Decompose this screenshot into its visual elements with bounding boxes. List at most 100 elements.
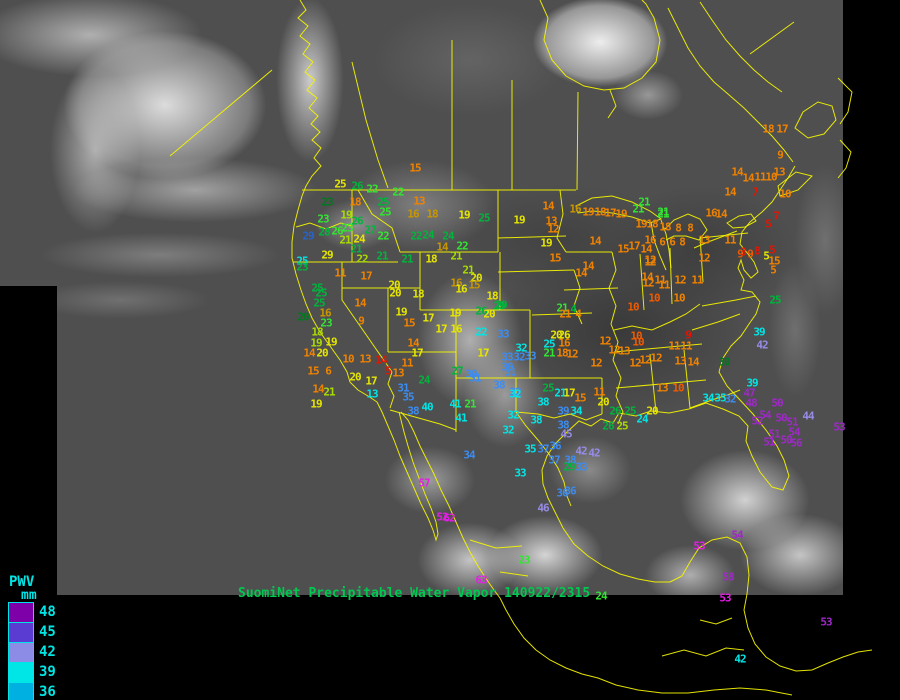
station-value: 19 — [458, 208, 470, 222]
station-value: 21 — [554, 386, 566, 400]
station-value: 32 — [513, 350, 525, 364]
station-value: 41 — [449, 397, 461, 411]
station-value: 25 — [334, 177, 346, 191]
bc-ab-border — [351, 61, 389, 189]
oh-pa-border — [699, 235, 704, 283]
station-value: 33 — [514, 466, 526, 480]
station-value: 24 — [353, 232, 365, 246]
station-value: 35 — [402, 390, 414, 404]
station-value: 23 — [321, 195, 333, 209]
station-value: 51 — [768, 427, 780, 441]
station-value: 38 — [564, 453, 576, 467]
station-value: 46 — [537, 501, 549, 515]
ca-nv-border — [341, 262, 393, 373]
station-value: 19 — [310, 397, 322, 411]
station-value: 34 — [463, 448, 475, 462]
station-value: 22 — [456, 239, 468, 253]
station-value: 14 — [687, 355, 699, 369]
mn-west-border — [556, 189, 567, 253]
legend-swatch — [8, 622, 34, 643]
mississippi-river — [608, 251, 624, 425]
station-value: 24 — [442, 229, 454, 243]
station-value: 41 — [455, 411, 467, 425]
station-value: 18 — [646, 217, 658, 231]
station-value: 8 — [679, 235, 686, 249]
station-value: 10 — [342, 352, 354, 366]
station-value: 26 — [558, 328, 570, 342]
station-value: 31 — [397, 381, 409, 395]
station-value: 11 — [691, 273, 703, 287]
station-value: 24 — [422, 228, 434, 242]
station-value: 25 — [616, 419, 628, 433]
station-value: 16 — [407, 207, 419, 221]
station-value: 16 — [450, 276, 462, 290]
station-value: 12 — [608, 343, 620, 357]
station-value: 50 — [771, 396, 783, 410]
station-value: 8 — [687, 221, 694, 235]
station-value: 27 — [364, 223, 376, 237]
station-value: 63 — [475, 573, 487, 587]
alaska-border — [169, 69, 273, 157]
station-value: 12 — [599, 334, 611, 348]
station-value: 17 — [477, 346, 489, 360]
mx-internal-2 — [499, 571, 529, 577]
station-value: 23 — [317, 212, 329, 226]
station-value: 57 — [418, 476, 430, 490]
station-value: 20 — [470, 271, 482, 285]
station-value: 21 — [559, 307, 571, 321]
station-value: 21 — [350, 242, 362, 256]
station-value: 15 — [307, 364, 319, 378]
station-value: 13 — [359, 352, 371, 366]
station-value: 58 — [722, 570, 734, 584]
station-value: 16 — [705, 206, 717, 220]
station-value: 27 — [451, 364, 463, 378]
station-value: 21 — [632, 202, 644, 216]
station-value: 25 — [377, 195, 389, 209]
station-value: 42 — [734, 652, 746, 666]
mo-west-line — [573, 269, 583, 325]
station-value: 6 — [325, 364, 332, 378]
station-value: 25 — [379, 205, 391, 219]
station-value: 3 — [740, 245, 747, 259]
station-value: 16 — [450, 322, 462, 336]
legend-label: 45 — [39, 624, 56, 640]
newfoundland — [794, 101, 837, 139]
legend-units: mm — [21, 588, 37, 603]
station-value: 53 — [833, 420, 845, 434]
station-value: 56 — [790, 436, 802, 450]
station-value: 30 — [465, 367, 477, 381]
station-value: 42 — [575, 444, 587, 458]
station-value: 11 — [658, 278, 670, 292]
station-value: 33 — [524, 349, 536, 363]
station-value: 18 — [486, 289, 498, 303]
ga-fl-border — [689, 389, 741, 409]
station-value: 5 — [769, 243, 776, 257]
station-value: 21 — [401, 252, 413, 266]
in-oh-border — [669, 247, 673, 305]
station-value: 24 — [636, 412, 648, 426]
station-value: 17 — [365, 374, 377, 388]
station-value: 54 — [788, 425, 800, 439]
station-value: 18 — [762, 122, 774, 136]
station-value: 52 — [436, 510, 448, 524]
station-value: 9 — [685, 328, 692, 342]
ca-az-border — [387, 371, 395, 409]
station-value: 35 — [524, 442, 536, 456]
station-value: 11 — [401, 356, 413, 370]
station-value: 18 — [412, 287, 424, 301]
station-value: 7 — [752, 185, 759, 199]
station-value: 12 — [566, 347, 578, 361]
station-value: 53 — [719, 591, 731, 605]
station-value: 19 — [340, 208, 352, 222]
il-in-border — [639, 253, 645, 311]
station-value: 12 — [644, 253, 656, 267]
station-value: 12 — [650, 351, 662, 365]
red-river — [515, 411, 603, 421]
station-value: 13 — [392, 366, 404, 380]
station-value: 11 — [593, 385, 605, 399]
station-value: 12 — [547, 222, 559, 236]
station-value: 6 — [669, 235, 676, 249]
station-value: 15 — [617, 242, 629, 256]
station-value: 32 — [509, 385, 521, 399]
